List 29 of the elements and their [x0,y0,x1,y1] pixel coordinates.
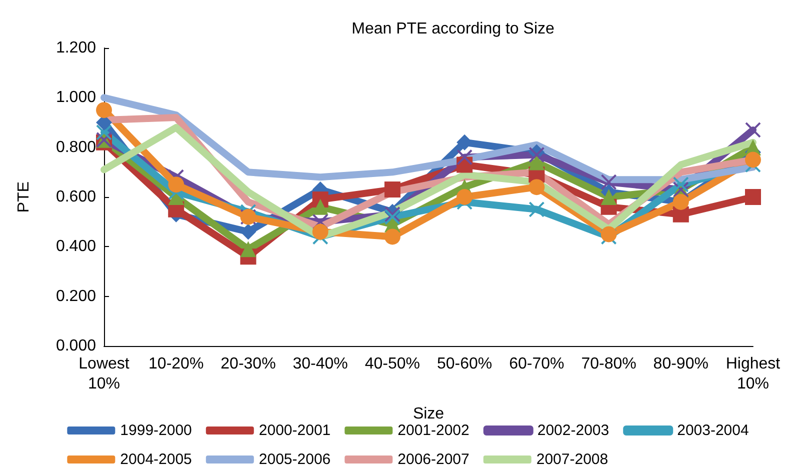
legend-label: 2006-2007 [398,451,470,468]
y-tick-label: 0.200 [56,288,96,305]
legend-label: 1999-2000 [120,422,192,439]
y-tick-label: 1.000 [56,89,96,106]
y-tick-label: 1.200 [56,40,96,56]
legend-label: 2003-2004 [677,422,749,439]
legend-label: 2002-2003 [537,422,610,439]
legend-label: 2005-2006 [258,451,331,468]
x-axis-title: Size [412,406,444,422]
y-tick-label: 0.000 [56,338,96,354]
x-tick-label: 10-20% [148,356,204,372]
y-axis-title: PTE [16,181,32,213]
y-tick-label: 0.600 [56,188,96,206]
legend-label: 2007-2008 [536,451,608,468]
x-tick-label: 40-50% [364,356,420,372]
x-tick-label: 60-70% [509,356,564,372]
x-tick-label: 20-30% [220,356,276,372]
chart-title: Mean PTE according to Size [352,20,554,38]
x-tick-label: Lowest 10% [78,356,130,392]
x-tick-label: 30-40% [292,356,348,372]
y-tick-label: 0.400 [56,238,96,256]
y-tick-label: 0.800 [56,138,96,156]
legend-label: 2004-2005 [120,451,192,468]
x-tick-label: Highest 10% [726,356,781,392]
x-tick-label: 50-60% [436,356,492,372]
x-tick-label: 80-90% [653,356,708,372]
legend-label: 2000-2001 [258,422,331,439]
x-tick-label: 70-80% [581,356,636,372]
legend-label: 2001-2002 [398,422,470,439]
